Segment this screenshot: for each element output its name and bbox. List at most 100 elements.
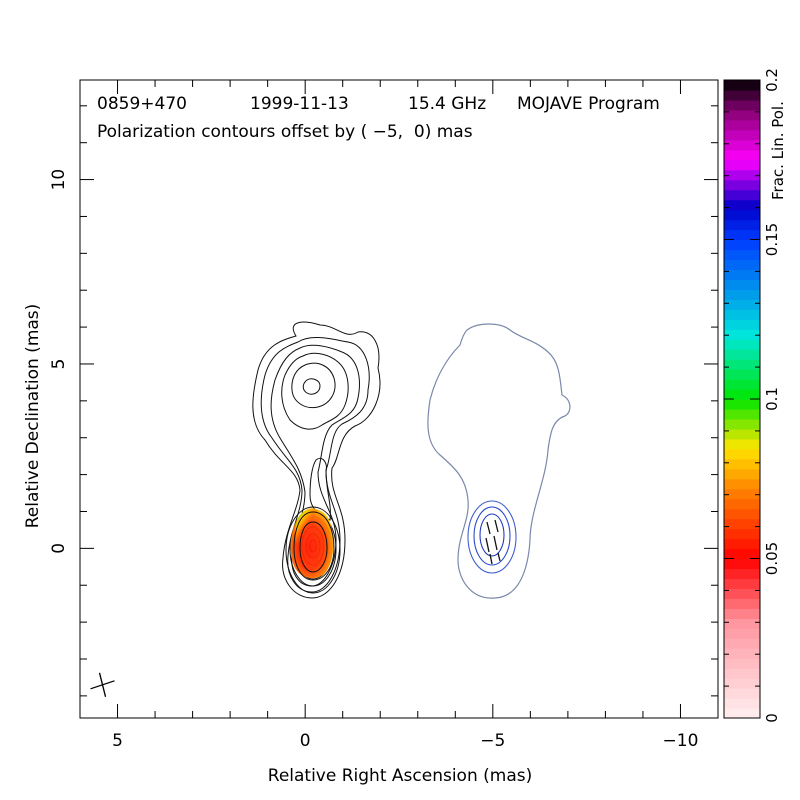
colorbar-segment [724,129,760,141]
colorbar-segment [724,319,760,330]
colorbar-segment [724,438,760,450]
intensity-contour [270,344,360,587]
beam-marker [90,672,115,697]
pol-contour [479,513,505,557]
evpa-vector [497,552,501,562]
colorbar-segment [724,279,760,290]
frac-pol-edge [294,507,318,545]
colorbar-segment [724,588,760,599]
colorbar-segment [724,219,760,231]
colorbar-segment [724,109,760,121]
colorbar-segment [724,558,760,570]
colorbar-segment [724,389,760,400]
colorbar-tick-label: 0.1 [763,387,781,411]
evpa-vector [489,553,493,565]
colorbar-segment [724,508,760,520]
colorbar-segment [724,648,760,659]
intensity-contour [291,362,336,409]
colorbar-segment [724,369,760,380]
colorbar-segment [724,249,760,261]
colorbar-segment [724,708,760,719]
x-axis-title: Relative Right Ascension (mas) [268,766,532,786]
colorbar-segment [724,209,760,221]
colorbar-segment [724,149,760,161]
evpa-vectors [485,519,501,565]
colorbar-segment [724,179,760,191]
x-tick-label: −10 [663,731,699,751]
colorbar-segment [724,399,760,410]
colorbar-segment [724,80,760,91]
colorbar-segment [724,578,760,590]
program-name: MOJAVE Program [517,94,660,114]
colorbar-segment [724,159,760,171]
colorbar-tick-label: 0 [763,713,781,723]
colorbar-tick-label: 0.15 [763,223,781,256]
colorbar-segment [724,408,760,420]
evpa-vector [485,537,490,553]
y-tick-label: 5 [49,359,69,370]
colorbar-segment [724,428,760,440]
colorbar-segment [724,359,760,370]
colorbar-segment [724,99,760,111]
y-axis-title: Relative Declination (mas) [23,304,43,529]
colorbar-segment [724,448,760,460]
colorbar-segment [724,478,760,490]
colorbar-segment [724,269,760,280]
colorbar-segment [724,468,760,480]
polarization-contours [427,323,571,599]
colorbar-segment [724,688,760,699]
colorbar-segment [724,618,760,629]
x-tick-label: 5 [112,731,123,751]
colorbar-segment [724,528,760,540]
y-tick-label: 0 [49,543,69,554]
colorbar-segment [724,628,760,639]
colorbar-segment [724,309,760,320]
offset-subtitle: Polarization contours offset by ( −5, 0)… [97,122,473,142]
colorbar-tick-label: 0.2 [763,68,781,92]
colorbar-segment [724,239,760,251]
colorbar-segment [724,638,760,649]
colorbar-segment [724,568,760,580]
colorbar-segment [724,658,760,669]
colorbar-segment [724,488,760,500]
intensity-contour-overlay [299,521,328,573]
colorbar: 0 0.05 0.1 0.15 0.2 [723,68,781,723]
colorbar-segment [724,538,760,550]
colorbar-segment [724,678,760,689]
colorbar-segment [724,289,760,300]
plot-border [79,79,719,719]
pol-contour [473,506,511,566]
beam-minor-axis [98,672,107,697]
evpa-vector [494,519,499,533]
colorbar-segment [724,259,760,271]
y-tick-label: 10 [49,169,69,191]
evpa-vector [486,521,491,535]
colorbar-segment [724,598,760,609]
intensity-contour [302,378,321,395]
observation-date: 1999-11-13 [250,94,349,114]
colorbar-segment [724,498,760,510]
fractional-polarization-fill [290,507,335,581]
colorbar-segment [724,329,760,340]
observing-frequency: 15.4 GHz [408,94,486,114]
pol-outline-contour [427,323,571,599]
pol-contour [467,500,517,574]
plot-frame: 5 0 −5 −10 0 5 10 [49,79,719,751]
colorbar-segment [724,199,760,211]
evpa-vector [493,535,498,551]
colorbar-segment [724,349,760,360]
colorbar-segment [724,139,760,151]
intensity-contour [252,321,381,599]
colorbar-segment [724,668,760,679]
colorbar-segment [724,189,760,201]
colorbar-segment [724,339,760,350]
colorbar-label: Frac. Lin. Pol. [769,101,787,200]
intensity-contour [309,457,331,521]
colorbar-segment [724,379,760,390]
intensity-contour-overlay [293,511,335,581]
colorbar-segment [724,608,760,619]
colorbar-segment [724,418,760,430]
colorbar-segment [724,89,760,101]
colorbar-segment [724,458,760,470]
